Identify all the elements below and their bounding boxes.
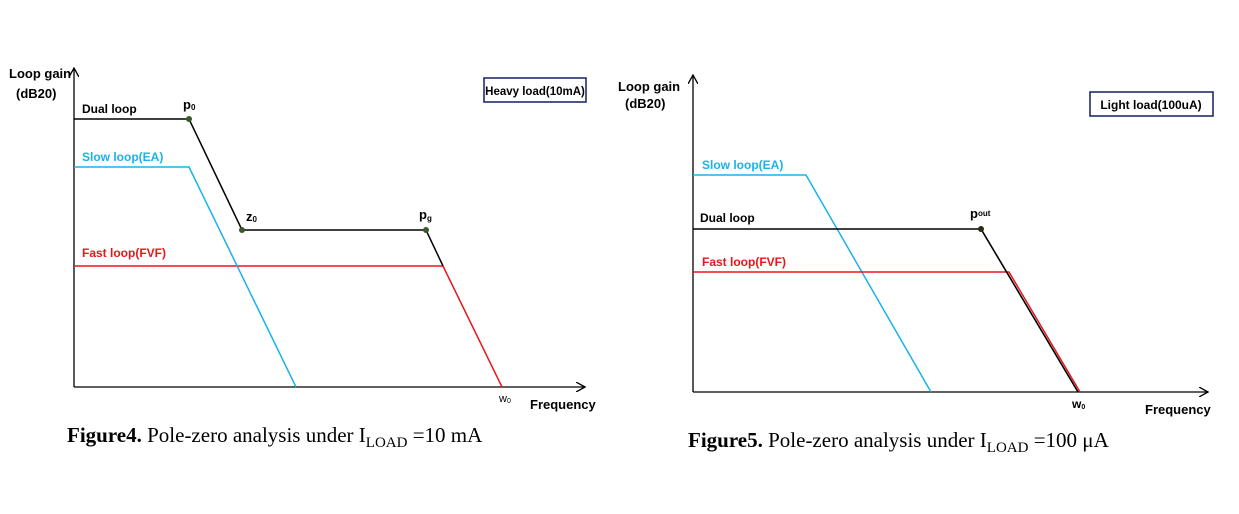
figure4-slow-loop-line <box>74 166 297 388</box>
figure5-pout-label: pout <box>970 206 991 221</box>
figure5-plot: Loop gain (dB20) Frequency Light load(10… <box>618 75 1214 417</box>
figure5-pout-marker <box>978 226 984 232</box>
figure5-w0-label: w0 <box>1071 397 1085 411</box>
figure5-badge-box <box>1089 91 1214 117</box>
figure4-caption: Figure4. Pole-zero analysis under ILOAD … <box>67 423 483 451</box>
figure4-w0-label: w0 <box>498 393 511 405</box>
figure4-ylabel-line1: Loop gain <box>9 66 71 81</box>
figure4-slow-label: Slow loop(EA) <box>82 150 163 164</box>
figure4-xlabel: Frequency <box>530 397 597 412</box>
figure4-p0-marker <box>186 116 192 122</box>
figure4-pg-label: pg <box>419 207 432 223</box>
figure5-dual-loop-line <box>693 228 1079 393</box>
figure4-caption-bold: Figure4. <box>67 423 142 447</box>
figure5-caption-bold: Figure5. <box>688 428 763 452</box>
figure4-fast-label: Fast loop(FVF) <box>82 246 166 260</box>
figure4-caption-text: Pole-zero analysis under I <box>141 423 366 447</box>
figure4-p0-label: p0 <box>183 97 196 112</box>
figure4-badge-box <box>483 77 587 103</box>
figure4-dual-label: Dual loop <box>82 102 137 116</box>
figure4-pg-marker <box>423 227 429 233</box>
figure4-z0-label: z0 <box>246 209 258 224</box>
figure5-slow-label: Slow loop(EA) <box>702 158 783 172</box>
figure4-badge: Heavy load(10mA) <box>485 86 585 98</box>
figure5-caption-tail: =100 μA <box>1028 428 1109 452</box>
figure4-z0-marker <box>239 227 245 233</box>
figure5-caption: Figure5. Pole-zero analysis under ILOAD … <box>688 428 1109 456</box>
figure4-caption-sub: LOAD <box>365 435 408 451</box>
figure4-ylabel-line2: (dB20) <box>16 86 56 101</box>
figure5-dual-label: Dual loop <box>700 211 755 225</box>
figure4-plot: Loop gain (dB20) Frequency Heavy load(10… <box>9 66 597 412</box>
figure5-ylabel-line2: (dB20) <box>625 96 665 111</box>
figure4-caption-tail: =10 mA <box>407 423 483 447</box>
figure5-fast-label: Fast loop(FVF) <box>702 255 786 269</box>
figure4-dual-loop-line <box>74 118 444 267</box>
figure5-ylabel-line1: Loop gain <box>618 79 680 94</box>
figure5-caption-text: Pole-zero analysis under I <box>762 428 987 452</box>
figure5-xlabel: Frequency <box>1145 402 1212 417</box>
figure5-slow-loop-line <box>693 174 932 393</box>
figure5-caption-sub: LOAD <box>986 440 1029 456</box>
figure5-badge: Light load(100uA) <box>1100 98 1201 112</box>
figure5-fast-loop-line <box>693 271 1081 393</box>
